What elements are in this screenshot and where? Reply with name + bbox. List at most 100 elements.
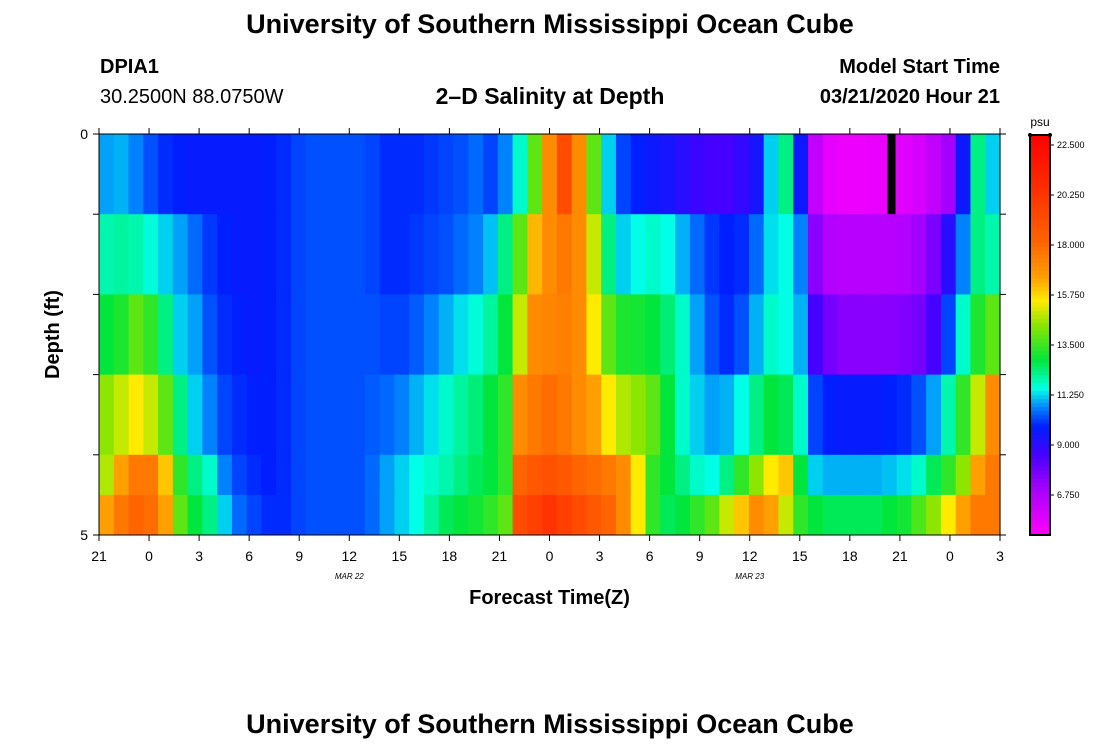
- x-tick-label: 3: [195, 548, 203, 564]
- heatmap-cell: [911, 494, 927, 536]
- heatmap-cell: [379, 454, 396, 496]
- colorbar-swatch: [1030, 447, 1050, 452]
- heatmap-cell: [512, 214, 528, 295]
- heatmap-cell: [202, 214, 218, 295]
- heatmap-cell: [423, 214, 440, 295]
- colorbar-swatch: [1030, 351, 1050, 356]
- x-tick-label: 18: [842, 548, 858, 564]
- heatmap-cell: [822, 374, 839, 456]
- colorbar-swatch: [1030, 175, 1050, 180]
- heatmap-cell: [261, 294, 277, 375]
- heatmap-cell: [335, 454, 351, 496]
- heatmap-cell: [985, 374, 1001, 456]
- x-tick-label: 12: [742, 548, 758, 564]
- colorbar-swatch: [1030, 255, 1050, 260]
- heatmap-cell: [734, 374, 750, 456]
- heatmap-cell: [128, 294, 144, 375]
- heatmap-cell: [867, 134, 883, 215]
- heatmap-cell: [896, 454, 912, 496]
- heatmap-cell: [660, 294, 676, 375]
- heatmap-cell: [261, 374, 277, 456]
- heatmap-cell: [734, 134, 750, 215]
- x-tick-label: 0: [546, 548, 554, 564]
- heatmap-cell: [483, 214, 499, 295]
- heatmap-cell: [364, 294, 381, 375]
- heatmap-cell: [438, 294, 455, 375]
- plot-title: 2–D Salinity at Depth: [435, 83, 665, 109]
- heatmap-cell: [409, 454, 425, 496]
- heatmap-cell: [231, 374, 248, 456]
- heatmap-cell: [645, 454, 661, 496]
- heatmap-cell: [497, 294, 514, 375]
- x-axis-label: Forecast Time(Z): [469, 587, 630, 609]
- heatmap-cell: [601, 294, 617, 375]
- heatmap-cell: [527, 294, 543, 375]
- colorbar-swatch: [1030, 367, 1050, 372]
- heatmap-cell: [970, 454, 986, 496]
- heatmap-cell: [837, 454, 853, 496]
- heatmap-cell: [970, 294, 986, 375]
- heatmap-cell: [202, 294, 218, 375]
- heatmap-cell: [793, 494, 809, 536]
- heatmap-cell: [571, 214, 588, 295]
- heatmap-cell: [586, 494, 602, 536]
- station-coords: 30.2500N 88.0750W: [100, 86, 284, 108]
- colorbar-swatch: [1030, 235, 1050, 240]
- heatmap-cell: [468, 454, 484, 496]
- colorbar-swatch: [1030, 431, 1050, 436]
- heatmap-cell: [852, 494, 868, 536]
- heatmap-cell: [630, 374, 647, 456]
- heatmap-cell: [881, 214, 898, 295]
- colorbar-swatch: [1030, 339, 1050, 344]
- heatmap-cell: [926, 134, 942, 215]
- heatmap-cell: [453, 134, 469, 215]
- heatmap-cell: [748, 134, 765, 215]
- heatmap-cell: [438, 494, 455, 536]
- heatmap-cell: [497, 494, 514, 536]
- heatmap-cell: [630, 494, 647, 536]
- heatmap-cell: [542, 214, 558, 295]
- colorbar-swatch: [1030, 307, 1050, 312]
- heatmap-cell: [586, 134, 602, 215]
- heatmap-cell: [350, 214, 366, 295]
- heatmap-cell: [423, 294, 440, 375]
- heatmap-cell: [601, 454, 617, 496]
- colorbar-swatch: [1030, 495, 1050, 500]
- heatmap-cell: [896, 494, 912, 536]
- heatmap-cell: [689, 134, 706, 215]
- heatmap-cell: [719, 454, 735, 496]
- heatmap-cell: [763, 214, 780, 295]
- heatmap-cell: [556, 294, 573, 375]
- heatmap-cell: [675, 454, 691, 496]
- heatmap-cell: [350, 454, 366, 496]
- heatmap-cell: [512, 454, 528, 496]
- heatmap-cell: [955, 454, 972, 496]
- colorbar-swatch: [1030, 455, 1050, 460]
- heatmap-cell: [246, 134, 263, 215]
- colorbar-swatch: [1030, 531, 1050, 536]
- heatmap-cell: [172, 454, 189, 496]
- heatmap-cell: [881, 454, 898, 496]
- colorbar: psu 22.500 20.250 18.000 15.750 13.500 11.250 9…: [1028, 115, 1085, 536]
- heatmap-cell: [423, 134, 440, 215]
- heatmap-cell: [483, 494, 499, 536]
- heatmap-cell: [571, 374, 588, 456]
- colorbar-swatch: [1030, 487, 1050, 492]
- x-tick-label: 21: [892, 548, 908, 564]
- heatmap-cell: [113, 454, 130, 496]
- heatmap-cell: [763, 494, 780, 536]
- heatmap-cell: [926, 494, 942, 536]
- colorbar-swatch: [1030, 179, 1050, 184]
- colorbar-swatch: [1030, 171, 1050, 176]
- heatmap-cell: [940, 454, 957, 496]
- heatmap-cell: [453, 454, 469, 496]
- heatmap-cell: [689, 454, 706, 496]
- heatmap-cell: [630, 294, 647, 375]
- heatmap-cells: [99, 134, 1001, 536]
- heatmap-cell: [128, 374, 144, 456]
- heatmap-cell: [940, 134, 957, 215]
- x-tick-label: 21: [91, 548, 107, 564]
- colorbar-swatch: [1030, 479, 1050, 484]
